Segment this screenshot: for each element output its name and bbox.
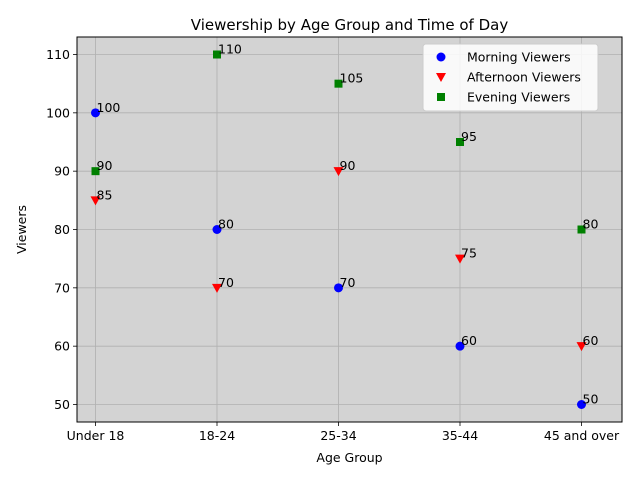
data-label: 70 bbox=[218, 275, 234, 290]
legend-box bbox=[422, 43, 599, 112]
data-point bbox=[213, 50, 221, 59]
data-point bbox=[91, 108, 100, 118]
x-tick-label: 45 and over bbox=[544, 428, 620, 443]
x-tick-label: 25-34 bbox=[320, 428, 356, 443]
data-label: 60 bbox=[583, 333, 599, 348]
data-point bbox=[455, 341, 465, 351]
data-label: 75 bbox=[461, 246, 477, 261]
data-point bbox=[212, 225, 222, 234]
data-label: 90 bbox=[340, 158, 356, 173]
data-point bbox=[456, 138, 464, 146]
data-point bbox=[333, 167, 344, 177]
legend-marker bbox=[436, 73, 446, 82]
data-point bbox=[577, 225, 586, 234]
x-tick-label: 18-24 bbox=[199, 428, 235, 443]
data-points bbox=[90, 50, 587, 409]
data-label: 95 bbox=[461, 129, 477, 144]
data-label: 80 bbox=[583, 217, 599, 232]
legend: Morning Viewers Afternoon Viewers Evening … bbox=[422, 43, 599, 112]
data-labels: 100 80 70 60 50 85 70 90 75 60 90 110 105 95 80 bbox=[97, 42, 599, 407]
legend-marker bbox=[436, 52, 446, 62]
x-axis-label: Age Group bbox=[316, 450, 382, 465]
y-tick-label: 80 bbox=[54, 222, 70, 237]
y-tick-label: 110 bbox=[46, 47, 70, 62]
data-point bbox=[576, 342, 587, 352]
data-point bbox=[90, 196, 101, 206]
data-point bbox=[334, 79, 343, 88]
data-point bbox=[91, 167, 100, 176]
x-axis: Under 18 18-24 25-34 35-44 45 and over bbox=[67, 422, 620, 443]
data-label: 50 bbox=[583, 392, 599, 407]
chart-title: Viewership by Age Group and Time of Day bbox=[191, 16, 509, 34]
y-axis: 50 60 70 80 90 100 110 bbox=[46, 47, 77, 412]
legend-label: Morning Viewers bbox=[467, 50, 571, 65]
x-tick-label: Under 18 bbox=[67, 428, 125, 443]
legend-label: Afternoon Viewers bbox=[467, 70, 581, 85]
y-tick-label: 70 bbox=[54, 280, 70, 295]
data-point bbox=[212, 283, 222, 293]
data-label: 110 bbox=[218, 42, 242, 57]
data-point bbox=[455, 254, 465, 264]
data-label: 90 bbox=[97, 158, 113, 173]
y-tick-label: 90 bbox=[54, 164, 70, 179]
data-label: 105 bbox=[340, 71, 364, 86]
y-tick-label: 100 bbox=[46, 105, 70, 120]
data-point bbox=[334, 283, 343, 293]
y-tick-label: 60 bbox=[54, 339, 70, 354]
data-point bbox=[577, 400, 586, 409]
x-tick-label: 35-44 bbox=[442, 428, 478, 443]
y-axis-label: Viewers bbox=[14, 205, 29, 254]
data-label: 85 bbox=[97, 187, 113, 202]
data-label: 80 bbox=[218, 217, 234, 232]
legend-label: Evening Viewers bbox=[467, 90, 570, 105]
data-label: 60 bbox=[461, 333, 477, 348]
legend-marker bbox=[437, 93, 445, 101]
data-label: 100 bbox=[97, 100, 121, 115]
data-label: 70 bbox=[340, 275, 356, 290]
y-tick-label: 50 bbox=[54, 397, 70, 412]
